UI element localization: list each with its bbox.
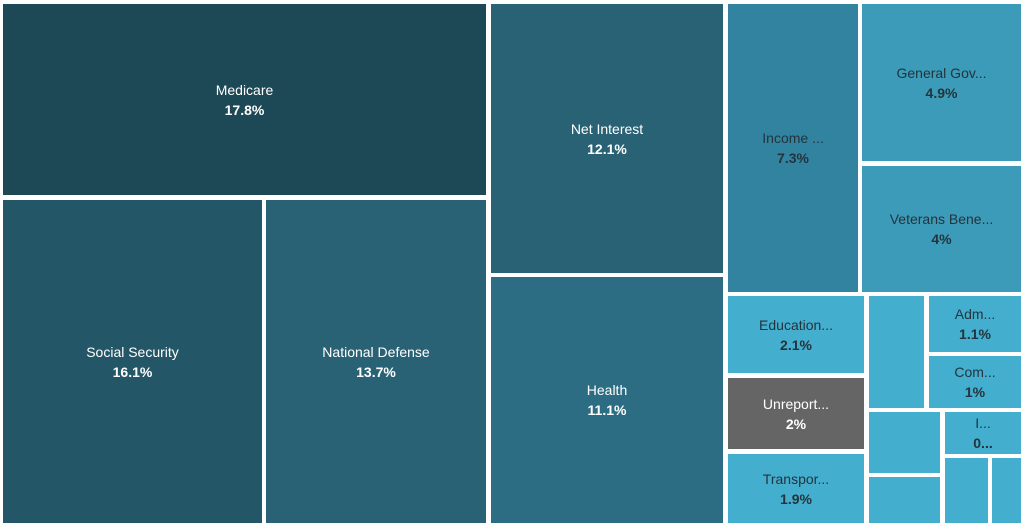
tile-value: 4%	[931, 231, 952, 247]
tile-label: I...	[975, 415, 991, 431]
tile-content: Transpor... 1.9%	[728, 454, 864, 523]
tile-value: 7.3%	[777, 150, 809, 166]
treemap-tile[interactable]: Veterans Bene... 4%	[862, 166, 1021, 292]
treemap-tile[interactable]: General Gov... 4.9%	[862, 4, 1021, 161]
treemap-tile[interactable]	[992, 458, 1021, 523]
tile-content: Medicare 17.8%	[3, 4, 486, 195]
tile-content	[945, 458, 988, 523]
tile-content: Com... 1%	[929, 356, 1021, 408]
treemap-tile[interactable]: Health 11.1%	[491, 277, 723, 523]
tile-content	[869, 477, 940, 523]
tile-value: 2%	[785, 415, 807, 432]
tile-value: 1%	[964, 384, 986, 400]
tile-value: 2.1%	[780, 336, 812, 353]
treemap-tile[interactable]: Adm... 1.1%	[929, 296, 1021, 352]
tile-label: Veterans Bene...	[889, 211, 994, 227]
treemap-tile[interactable]: Transpor... 1.9%	[728, 454, 864, 523]
tile-label: Com...	[954, 364, 996, 380]
tile-content: Health 11.1%	[491, 277, 723, 523]
treemap-tile[interactable]: Net Interest 12.1%	[491, 4, 723, 273]
tile-value: 1.1%	[959, 326, 991, 342]
tile-label: Income ...	[762, 130, 824, 146]
treemap-tile[interactable]: Income ... 7.3%	[728, 4, 858, 292]
treemap-tile[interactable]: Social Security 16.1%	[3, 200, 262, 523]
tile-content: Adm... 1.1%	[929, 296, 1021, 352]
treemap-tile[interactable]	[869, 296, 924, 408]
tile-content: Unreport... 2%	[728, 378, 864, 449]
tile-label: Health	[586, 382, 628, 398]
tile-label: Adm...	[954, 306, 996, 322]
tile-value: 12.1%	[587, 140, 627, 157]
tile-label: Medicare	[215, 81, 274, 98]
tile-value: 0...	[973, 435, 993, 451]
tile-content: Education... 2.1%	[728, 296, 864, 373]
tile-value: 13.7%	[356, 363, 396, 380]
tile-label: Social Security	[86, 343, 179, 360]
tile-content: Social Security 16.1%	[3, 200, 262, 523]
tile-value: 1.9%	[780, 490, 812, 507]
tile-label: National Defense	[322, 343, 430, 360]
tile-label: Net Interest	[570, 120, 644, 137]
tile-content: Veterans Bene... 4%	[862, 166, 1021, 292]
tile-value: 16.1%	[112, 363, 153, 380]
tile-label: Unreport...	[762, 395, 830, 412]
tile-content: General Gov... 4.9%	[862, 4, 1021, 161]
tile-content: National Defense 13.7%	[266, 200, 486, 523]
treemap-tile[interactable]: Medicare 17.8%	[3, 4, 486, 195]
tile-value: 11.1%	[587, 402, 627, 418]
treemap-tile[interactable]	[945, 458, 988, 523]
tile-content: Income ... 7.3%	[728, 4, 858, 292]
treemap-tile[interactable]	[869, 477, 940, 523]
tile-content: Net Interest 12.1%	[491, 4, 723, 273]
tile-value: 17.8%	[224, 101, 265, 118]
treemap-tile[interactable]: Unreport... 2%	[728, 378, 864, 449]
tile-label: Transpor...	[762, 470, 830, 487]
tile-label: General Gov...	[896, 64, 987, 81]
tile-value: 4.9%	[925, 84, 958, 101]
treemap-tile[interactable]: Com... 1%	[929, 356, 1021, 408]
tile-content	[869, 412, 940, 473]
tile-content	[992, 458, 1021, 523]
treemap-tile[interactable]	[869, 412, 940, 473]
treemap-tile[interactable]: National Defense 13.7%	[266, 200, 486, 523]
tile-label: Education...	[759, 316, 833, 333]
tile-content	[869, 296, 924, 408]
treemap-tile[interactable]: I... 0...	[945, 412, 1021, 454]
treemap-tile[interactable]: Education... 2.1%	[728, 296, 864, 373]
tile-content: I... 0...	[945, 412, 1021, 454]
